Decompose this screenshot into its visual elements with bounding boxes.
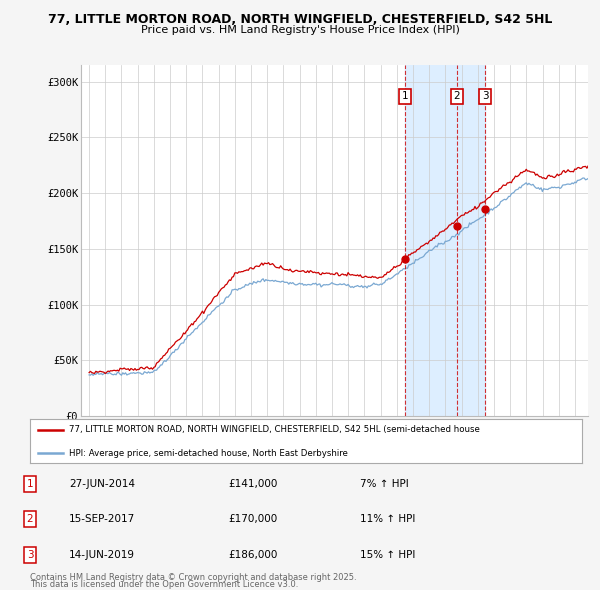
Text: 2: 2 [454,91,460,101]
Text: Price paid vs. HM Land Registry's House Price Index (HPI): Price paid vs. HM Land Registry's House … [140,25,460,35]
Text: 2: 2 [26,514,34,524]
Text: 3: 3 [482,91,488,101]
Text: 14-JUN-2019: 14-JUN-2019 [69,550,135,559]
Text: £186,000: £186,000 [228,550,277,559]
Text: HPI: Average price, semi-detached house, North East Derbyshire: HPI: Average price, semi-detached house,… [68,449,347,458]
Text: £170,000: £170,000 [228,514,277,524]
Text: £141,000: £141,000 [228,479,277,489]
Text: 15-SEP-2017: 15-SEP-2017 [69,514,135,524]
Text: 1: 1 [401,91,408,101]
Text: This data is licensed under the Open Government Licence v3.0.: This data is licensed under the Open Gov… [30,581,298,589]
Text: 11% ↑ HPI: 11% ↑ HPI [360,514,415,524]
Text: 77, LITTLE MORTON ROAD, NORTH WINGFIELD, CHESTERFIELD, S42 5HL (semi-detached ho: 77, LITTLE MORTON ROAD, NORTH WINGFIELD,… [68,425,479,434]
Text: 27-JUN-2014: 27-JUN-2014 [69,479,135,489]
Text: 77, LITTLE MORTON ROAD, NORTH WINGFIELD, CHESTERFIELD, S42 5HL: 77, LITTLE MORTON ROAD, NORTH WINGFIELD,… [48,13,552,26]
Text: 15% ↑ HPI: 15% ↑ HPI [360,550,415,559]
Text: 1: 1 [26,479,34,489]
Bar [405,65,485,416]
Text: 7% ↑ HPI: 7% ↑ HPI [360,479,409,489]
Text: Contains HM Land Registry data © Crown copyright and database right 2025.: Contains HM Land Registry data © Crown c… [30,573,356,582]
Text: 3: 3 [26,550,34,559]
